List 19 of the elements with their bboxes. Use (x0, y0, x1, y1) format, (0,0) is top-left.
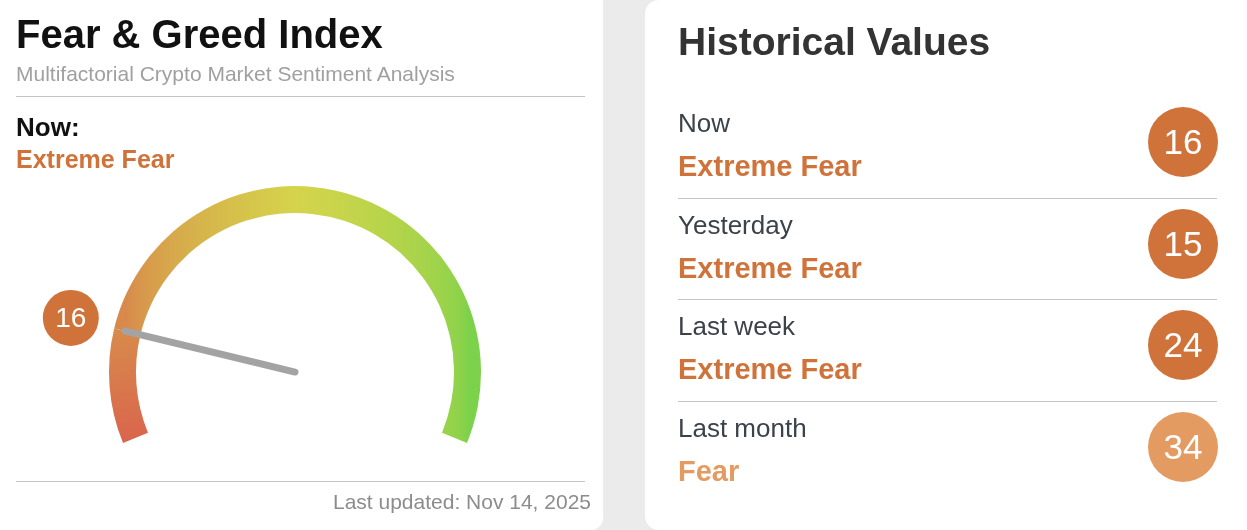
category-label: Yesterday (678, 209, 793, 240)
text: Extreme Fear (678, 250, 862, 285)
data-label: 16 (1163, 122, 1203, 162)
text: Now: (16, 111, 80, 143)
text: Fear (678, 454, 740, 489)
data-label: 16 (55, 301, 87, 333)
text: Last updated: Nov 14, 2025 (332, 490, 591, 514)
text: Extreme Fear (678, 149, 862, 183)
category-label: Last month (678, 413, 807, 444)
data-label: 34 (1163, 427, 1203, 468)
category-label: Now (678, 108, 731, 138)
data-label: 24 (1163, 325, 1203, 366)
chart-title: Fear & Greed Index (16, 11, 383, 58)
category-label: Last week (678, 311, 796, 342)
text: Extreme Fear (16, 144, 175, 174)
chart-subtitle: Multifactorial Crypto Market Sentiment Analysis (16, 61, 455, 87)
data-label: 15 (1163, 223, 1203, 264)
text: Historical Values (678, 19, 991, 65)
text: Extreme Fear (678, 352, 862, 387)
